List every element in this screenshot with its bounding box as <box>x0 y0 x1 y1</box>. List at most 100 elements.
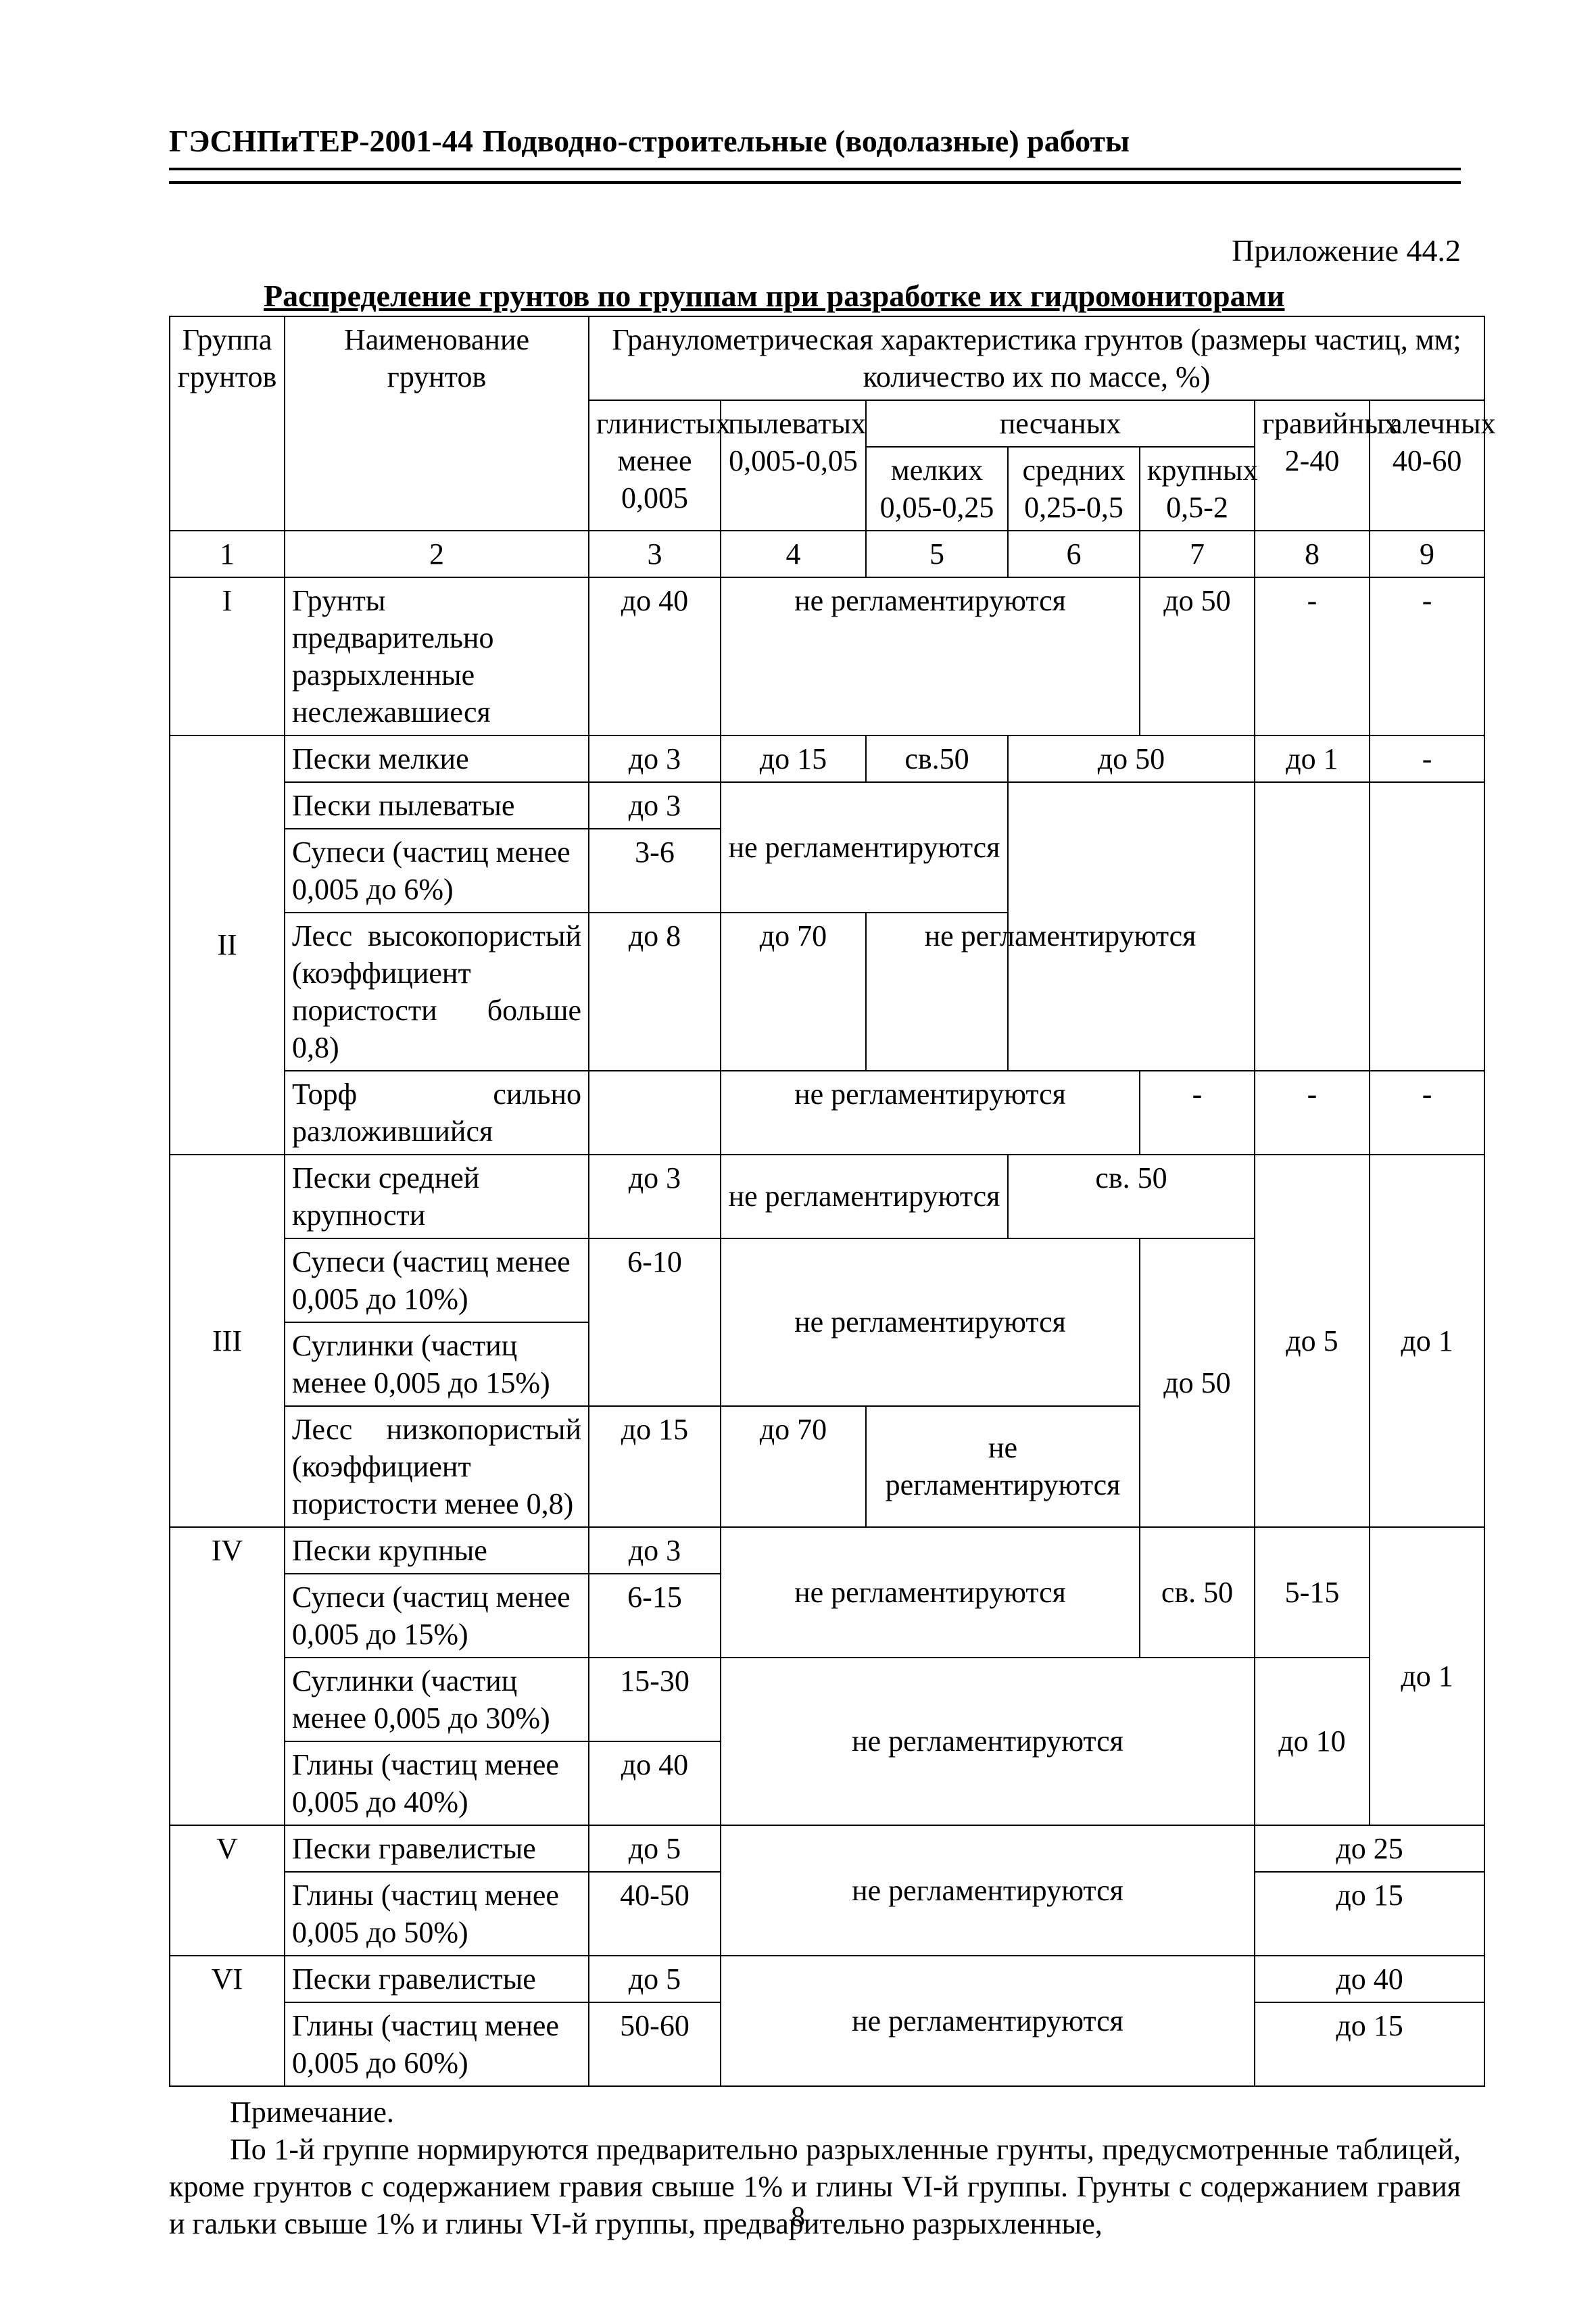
page: ГЭСНПиТЕР-2001-44 Подводно-строительные … <box>0 0 1596 2316</box>
name-cell: Глины (частиц менее 0,005 до 50%) <box>285 1872 589 1956</box>
hdr-clay: глинистых менее 0,005 <box>589 400 721 531</box>
table-row: III Пески средней крупности до 3 не регл… <box>170 1155 1484 1238</box>
hdr-group: Группа грунтов <box>170 316 285 531</box>
cell: до 50 <box>1140 1238 1255 1527</box>
soil-table: Группа грунтов Наименование грунтов Гран… <box>169 316 1485 2087</box>
cell: до 1 <box>1370 1155 1484 1527</box>
cell: до 40 <box>589 1741 721 1825</box>
cell: - <box>1140 1071 1255 1155</box>
header-rule <box>169 168 1461 170</box>
cell: 6-15 <box>589 1574 721 1658</box>
cell: до 3 <box>589 735 721 782</box>
note-title: Примечание. <box>169 2094 1461 2131</box>
cell: не регламентируются <box>721 782 1008 913</box>
name-cell: Суглинки (частиц менее 0,005 до 30%) <box>285 1658 589 1741</box>
cell: до 40 <box>1255 1956 1484 2002</box>
hdr-fine: мелких 0,05-0,25 <box>866 447 1008 531</box>
cell: не регламентируются <box>721 1956 1255 2086</box>
table-row: V Пески гравелистые до 5 не регламентиру… <box>170 1825 1484 1872</box>
appendix-label: Приложение 44.2 <box>169 231 1461 270</box>
cell: до 50 <box>1140 577 1255 735</box>
group-cell: III <box>170 1155 285 1527</box>
name-cell: Лесс низкопористый (коэффициент пористос… <box>285 1406 589 1527</box>
cell: до 5 <box>589 1825 721 1872</box>
coln: 5 <box>866 531 1008 577</box>
cell: 15-30 <box>589 1658 721 1741</box>
cell: не регламентируются <box>866 913 1255 1071</box>
cell: до 1 <box>1255 735 1370 782</box>
cell: не регламентируются <box>721 1071 1140 1155</box>
table-caption: Распределение грунтов по группам при раз… <box>264 276 1461 316</box>
table-row: Торф сильно разложившийся не регламентир… <box>170 1071 1484 1155</box>
cell: не регламентируются <box>721 1238 1140 1406</box>
hdr-medium: средних 0,25-0,5 <box>1008 447 1140 531</box>
hdr-gran: Гранулометрическая характеристика грунто… <box>589 316 1484 400</box>
group-cell: II <box>170 735 285 1155</box>
table-row: I Грунты предварительно разрыхленные нес… <box>170 577 1484 735</box>
cell <box>589 1071 721 1155</box>
name-cell: Супеси (частиц менее 0,005 до 6%) <box>285 829 589 913</box>
name-cell: Пески крупные <box>285 1527 589 1574</box>
cell: 3-6 <box>589 829 721 913</box>
name-cell: Лесс высокопористый (коэффициент пористо… <box>285 913 589 1071</box>
cell: не регламентируются <box>721 1527 1140 1658</box>
header: ГЭСНПиТЕР-2001-44 Подводно-строительные … <box>169 122 1461 184</box>
name-cell: Пески мелкие <box>285 735 589 782</box>
cell: не регламентируются <box>721 1825 1255 1956</box>
cell: не регламентируются <box>721 1155 1008 1238</box>
name-cell: Пески средней крупности <box>285 1155 589 1238</box>
cell: 5-15 <box>1255 1527 1370 1658</box>
coln: 9 <box>1370 531 1484 577</box>
name-cell: Супеси (частиц менее 0,005 до 10%) <box>285 1238 589 1322</box>
name-cell: Грунты предварительно разрыхленные несле… <box>285 577 589 735</box>
cell: до 15 <box>1255 1872 1484 1956</box>
cell: до 40 <box>589 577 721 735</box>
cell: св. 50 <box>1008 1155 1255 1238</box>
name-cell: Суглинки (частиц менее 0,005 до 15%) <box>285 1322 589 1406</box>
hdr-gravel: гравийных 2-40 <box>1255 400 1370 531</box>
cell: св. 50 <box>1140 1527 1255 1658</box>
cell: до 70 <box>721 913 866 1071</box>
table-row: II Пески мелкие до 3 до 15 св.50 до 50 д… <box>170 735 1484 782</box>
name-cell: Пески гравелистые <box>285 1956 589 2002</box>
table-row: Суглинки (частиц менее 0,005 до 30%) 15-… <box>170 1658 1484 1741</box>
table-row: IV Пески крупные до 3 не регламентируютс… <box>170 1527 1484 1574</box>
name-cell: Пески пылеватые <box>285 782 589 829</box>
group-cell: I <box>170 577 285 735</box>
coln: 8 <box>1255 531 1370 577</box>
cell: до 3 <box>589 782 721 829</box>
cell: до 3 <box>589 1527 721 1574</box>
page-number: 8 <box>0 2200 1596 2236</box>
cell: до 3 <box>589 1155 721 1238</box>
name-cell: Супеси (частиц менее 0,005 до 15%) <box>285 1574 589 1658</box>
coln: 4 <box>721 531 866 577</box>
group-cell: IV <box>170 1527 285 1825</box>
cell: не регламентируются <box>721 577 1140 735</box>
cell: до 15 <box>589 1406 721 1527</box>
hdr-name: Наименование грунтов <box>285 316 589 531</box>
cell: до 5 <box>589 1956 721 2002</box>
cell: до 5 <box>1255 1155 1370 1527</box>
name-cell: Глины (частиц менее 0,005 до 60%) <box>285 2002 589 2086</box>
name-cell: Торф сильно разложившийся <box>285 1071 589 1155</box>
table-row: Пески пылеватые до 3 не регламентируются <box>170 782 1484 829</box>
hdr-sand: песчаных <box>866 400 1255 447</box>
name-cell: Глины (частиц менее 0,005 до 40%) <box>285 1741 589 1825</box>
cell: - <box>1255 1071 1370 1155</box>
table-row: VI Пески гравелистые до 5 не регламентир… <box>170 1956 1484 2002</box>
coln: 1 <box>170 531 285 577</box>
cell: до 15 <box>1255 2002 1484 2086</box>
group-cell: VI <box>170 1956 285 2086</box>
cell: 40-50 <box>589 1872 721 1956</box>
cell: до 25 <box>1255 1825 1484 1872</box>
hdr-pebble: галечных 40-60 <box>1370 400 1484 531</box>
hdr-silt: пылеватых 0,005-0,05 <box>721 400 866 531</box>
cell: 6-10 <box>589 1238 721 1406</box>
table-header-row: Группа грунтов Наименование грунтов Гран… <box>170 316 1484 400</box>
doc-title: Подводно-строительные (водолазные) работ… <box>483 122 1130 161</box>
cell: 50-60 <box>589 2002 721 2086</box>
cell: до 8 <box>589 913 721 1071</box>
coln: 7 <box>1140 531 1255 577</box>
cell: до 1 <box>1370 1527 1484 1825</box>
cell: - <box>1370 1071 1484 1155</box>
